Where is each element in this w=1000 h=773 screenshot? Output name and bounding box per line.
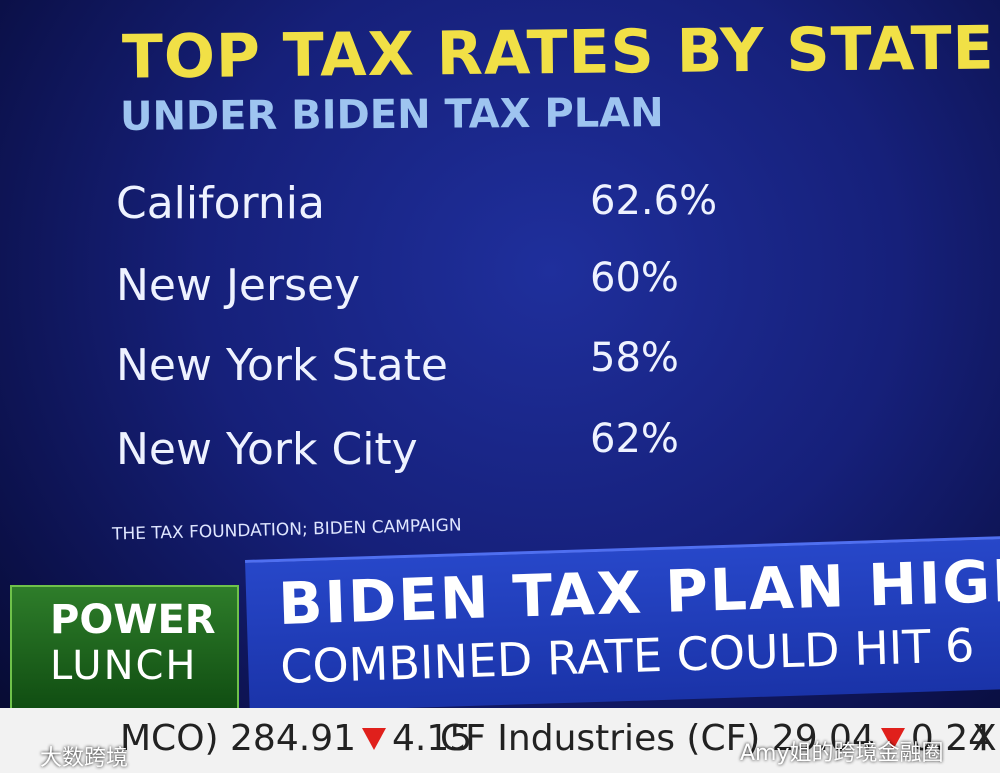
down-arrow — [880, 728, 905, 750]
tax-rate: 60% — [590, 255, 679, 301]
ticker-symbol: MCO) — [120, 718, 219, 759]
watermark: Amy姐的跨境金融圈 — [740, 741, 944, 766]
tax-rate: 58% — [590, 335, 679, 381]
logo-text: POWER — [50, 597, 216, 643]
ticker-item: CF Industries (CF) 29.04 0.24 — [440, 718, 991, 759]
ticker-price: 29.04 — [771, 718, 875, 759]
down-arrow — [362, 728, 386, 750]
state-name: California — [116, 178, 325, 229]
state-name: New York State — [116, 340, 448, 391]
title: TOP TAX RATES BY STATE — [121, 13, 995, 93]
ticker-item: MCO) 284.91 4.15 — [120, 718, 472, 759]
ticker-symbol: CF Industries (CF) — [440, 718, 761, 759]
ticker: MCO) 284.91 4.15 CF Industries (CF) 29.04… — [0, 708, 1000, 773]
headline-box: BIDEN TAX PLAN HIGHS COMBINED RATE COULD… — [245, 536, 1000, 713]
ticker-symbol: X — [972, 718, 997, 759]
state-name: New York City — [116, 424, 418, 475]
show-logo: POWER LUNCH — [10, 585, 239, 719]
ticker-change: 4.15 — [392, 718, 473, 759]
source: THE TAX FOUNDATION; BIDEN CAMPAIGN — [111, 515, 462, 545]
logo-text: LUNCH — [50, 643, 198, 689]
subtitle: UNDER BIDEN TAX PLAN — [119, 90, 664, 140]
ticker-price: 284.91 — [230, 718, 356, 759]
ticker-change: 0.24 — [910, 718, 992, 759]
state-name: New Jersey — [116, 260, 361, 311]
ticker-item: X — [972, 718, 997, 759]
tax-rate: 62.6% — [590, 178, 718, 224]
tax-rate: 62% — [590, 416, 679, 462]
watermark: 大数跨境 — [40, 746, 129, 771]
